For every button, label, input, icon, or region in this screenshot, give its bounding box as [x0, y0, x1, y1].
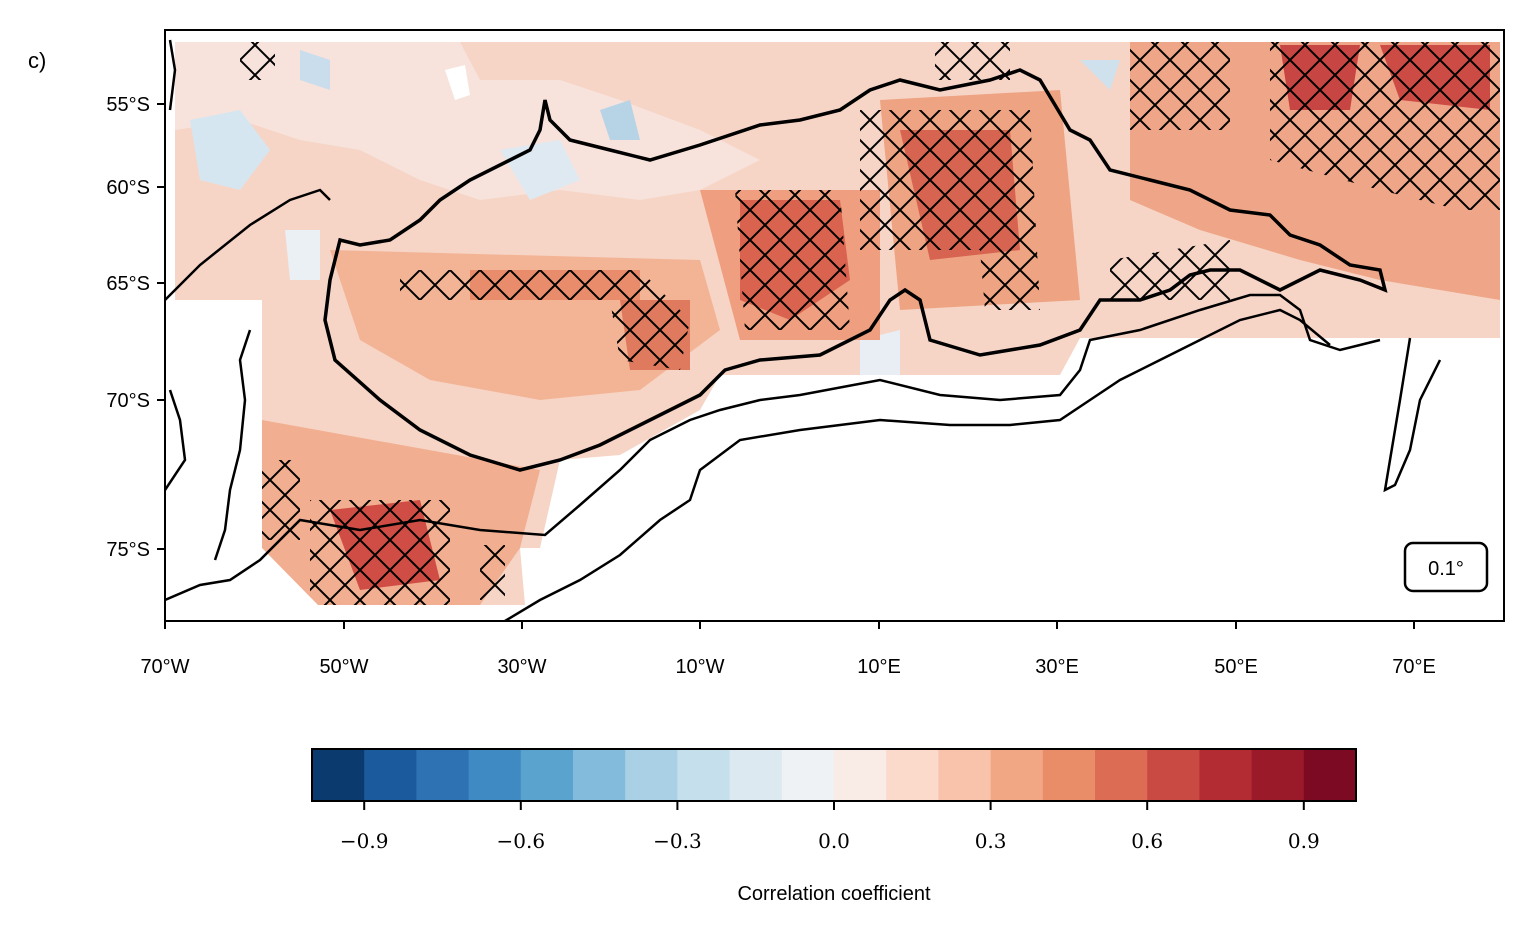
colorbar-swatch	[1251, 749, 1305, 801]
colorbar-swatch	[1042, 749, 1096, 801]
colorbar-swatch	[364, 749, 417, 801]
y-tick-label: 75°S	[106, 539, 150, 561]
x-tick-label: 30°W	[497, 656, 546, 678]
x-tick-label: 50°E	[1214, 656, 1258, 678]
colorbar-swatch	[1147, 749, 1200, 801]
y-tick-label: 55°S	[106, 94, 150, 116]
colorbar-swatch	[1199, 749, 1253, 801]
colorbar-swatch	[312, 749, 365, 801]
significance-hatching	[240, 42, 1500, 605]
colorbar-swatch	[625, 749, 678, 801]
y-axis: 55°S 60°S 65°S 70°S 75°S	[106, 94, 165, 561]
x-tick-label: 10°W	[675, 656, 724, 678]
colorbar-swatch	[416, 749, 470, 801]
colorbar-swatches	[312, 749, 1357, 801]
y-tick-label: 65°S	[106, 273, 150, 295]
colorbar-swatch	[520, 749, 574, 801]
colorbar-ticks: −0.9 −0.6 −0.3 0.0 0.3 0.6 0.9	[340, 801, 1320, 853]
y-tick-label: 60°S	[106, 177, 150, 199]
x-tick-label: 30°E	[1035, 656, 1079, 678]
x-axis: 70°W 50°W 30°W 10°W 10°E 30°E 50°E 70°E	[140, 621, 1436, 678]
colorbar-swatch	[677, 749, 731, 801]
colorbar-tick-label: 0.6	[1131, 829, 1163, 853]
colorbar-swatch	[1303, 749, 1357, 801]
colorbar-swatch	[834, 749, 887, 801]
colorbar-tick-label: 0.0	[818, 829, 850, 853]
x-tick-label: 10°E	[857, 656, 901, 678]
colorbar-tick-label: 0.3	[975, 829, 1007, 853]
colorbar-swatch	[886, 749, 939, 801]
colorbar-tick-label: −0.9	[340, 829, 389, 853]
colorbar-swatch	[990, 749, 1044, 801]
bold-front-contour	[323, 68, 1388, 472]
panel-label: c)	[28, 48, 46, 73]
x-tick-label: 70°W	[140, 656, 189, 678]
colorbar-label: Correlation coefficient	[737, 883, 931, 905]
colorbar-swatch	[1095, 749, 1148, 801]
colorbar-tick-label: −0.6	[497, 829, 546, 853]
x-tick-label: 50°W	[319, 656, 368, 678]
colorbar: −0.9 −0.6 −0.3 0.0 0.3 0.6 0.9 Correlation coe…	[311, 748, 1357, 905]
resolution-badge-text: 0.1°	[1428, 558, 1464, 580]
resolution-badge: 0.1°	[1403, 541, 1489, 593]
x-tick-label: 70°E	[1392, 656, 1436, 678]
y-tick-label: 70°S	[106, 390, 150, 412]
colorbar-swatch	[938, 749, 992, 801]
map-area	[165, 30, 1504, 621]
colorbar-swatch	[729, 749, 783, 801]
colorbar-swatch	[468, 749, 522, 801]
colorbar-tick-label: −0.3	[653, 829, 702, 853]
map-frame	[164, 29, 1505, 622]
colorbar-swatch	[781, 749, 835, 801]
coastline-contours	[165, 39, 1442, 621]
colorbar-swatch	[573, 749, 626, 801]
colorbar-tick-label: 0.9	[1288, 829, 1320, 853]
